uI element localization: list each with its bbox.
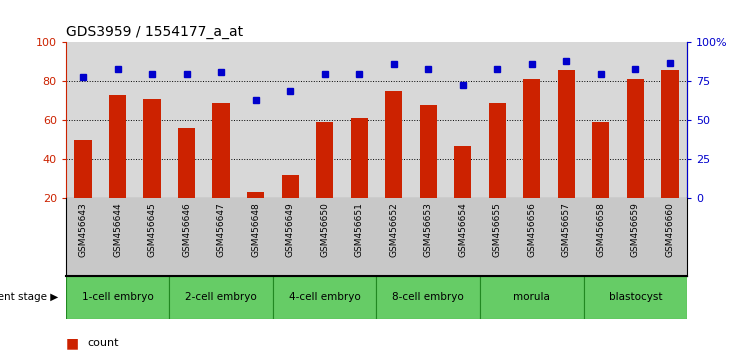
Bar: [247, 193, 265, 198]
Bar: [213, 103, 230, 198]
Text: GSM456657: GSM456657: [562, 202, 571, 257]
Text: GSM456651: GSM456651: [355, 202, 364, 257]
Text: GSM456660: GSM456660: [665, 202, 675, 257]
Text: 8-cell embryo: 8-cell embryo: [393, 292, 464, 302]
Text: 2-cell embryo: 2-cell embryo: [185, 292, 257, 302]
Text: GSM456653: GSM456653: [424, 202, 433, 257]
Bar: [454, 146, 471, 198]
Bar: [385, 91, 402, 198]
Bar: [75, 140, 91, 198]
Text: GSM456649: GSM456649: [286, 202, 295, 257]
Text: GSM456646: GSM456646: [182, 202, 191, 257]
Bar: [626, 80, 644, 198]
Text: GSM456659: GSM456659: [631, 202, 640, 257]
Bar: [376, 276, 480, 319]
Bar: [523, 80, 540, 198]
Bar: [178, 128, 195, 198]
Text: GSM456652: GSM456652: [389, 202, 398, 257]
Bar: [558, 70, 575, 198]
Text: GSM456654: GSM456654: [458, 202, 467, 257]
Bar: [170, 276, 273, 319]
Text: GSM456648: GSM456648: [251, 202, 260, 257]
Text: GSM456645: GSM456645: [148, 202, 156, 257]
Bar: [316, 122, 333, 198]
Text: GSM456644: GSM456644: [113, 202, 122, 257]
Bar: [351, 118, 368, 198]
Bar: [662, 70, 678, 198]
Text: 4-cell embryo: 4-cell embryo: [289, 292, 360, 302]
Text: GSM456647: GSM456647: [216, 202, 226, 257]
Text: GSM456643: GSM456643: [78, 202, 88, 257]
Text: GSM456655: GSM456655: [493, 202, 501, 257]
Text: GSM456658: GSM456658: [596, 202, 605, 257]
Bar: [66, 276, 170, 319]
Bar: [592, 122, 610, 198]
Text: GSM456650: GSM456650: [320, 202, 329, 257]
Bar: [109, 95, 126, 198]
Text: ■: ■: [66, 336, 79, 350]
Text: 1-cell embryo: 1-cell embryo: [82, 292, 154, 302]
Bar: [143, 99, 161, 198]
Bar: [420, 105, 437, 198]
Bar: [488, 103, 506, 198]
Bar: [583, 276, 687, 319]
Text: GSM456656: GSM456656: [527, 202, 537, 257]
Text: morula: morula: [513, 292, 550, 302]
Bar: [281, 175, 299, 198]
Text: development stage ▶: development stage ▶: [0, 292, 58, 302]
Text: GDS3959 / 1554177_a_at: GDS3959 / 1554177_a_at: [66, 25, 243, 39]
Text: blastocyst: blastocyst: [609, 292, 662, 302]
Bar: [480, 276, 583, 319]
Bar: [273, 276, 376, 319]
Text: count: count: [88, 338, 119, 348]
